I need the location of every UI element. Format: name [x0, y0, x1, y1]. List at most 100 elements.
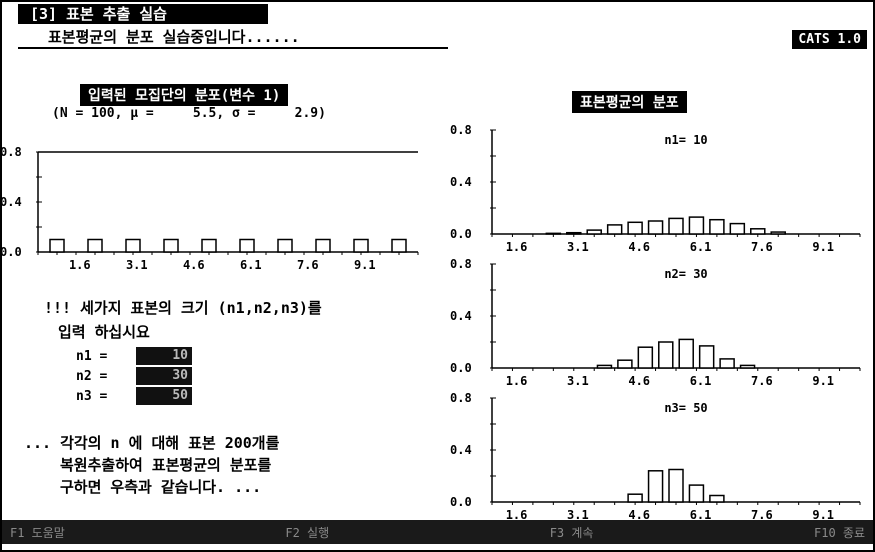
n2-input[interactable]: 30 [136, 367, 192, 385]
x-tick-label: 1.6 [506, 508, 528, 522]
bar [688, 484, 705, 503]
bar [688, 216, 705, 235]
x-tick-label: 3.1 [567, 374, 589, 388]
bar [627, 221, 643, 235]
x-tick-label: 9.1 [812, 374, 834, 388]
y-tick-label: 0.0 [450, 495, 472, 509]
bar [750, 228, 766, 235]
fkey-run[interactable]: F2 실행 [285, 525, 330, 540]
x-tick-label: 6.1 [240, 258, 262, 272]
sample-size-prompt: !!! 세가지 표본의 크기 (n1,n2,n3)를 입력 하십시요 [44, 296, 322, 344]
y-tick-label: 0.4 [450, 309, 472, 323]
x-tick-label: 4.6 [183, 258, 205, 272]
n1-row: n1 = 10 [76, 346, 192, 366]
x-tick-label: 6.1 [690, 508, 712, 522]
chart-title: n1= 10 [664, 133, 707, 147]
bar [719, 358, 735, 369]
n3-label: n3 = [76, 388, 108, 404]
x-tick-label: 7.6 [751, 508, 773, 522]
bar [566, 231, 582, 235]
result-note: ... 각각의 n 에 대해 표본 200개를 복원추출하여 표본평균의 분포를… [24, 432, 279, 498]
bar [391, 238, 407, 253]
chart-title: n3= 50 [664, 401, 707, 415]
x-tick-label: 3.1 [126, 258, 148, 272]
fkey-quit[interactable]: F10 종료 [814, 525, 865, 540]
fkey-help[interactable]: F1 도움말 [10, 525, 65, 540]
sample-mean-chart-n2: 0.8 0.4 0.0 1.6 3.1 4.6 6.1 7.6 9.1 n2= 30 [450, 257, 861, 388]
x-tick-label: 3.1 [567, 508, 589, 522]
sample-mean-heading: 표본평균의 분포 [572, 91, 687, 113]
bar [239, 238, 255, 253]
bar [125, 238, 141, 253]
bar [668, 217, 684, 235]
y-tick-label: 0.4 [0, 195, 22, 209]
x-tick-label: 7.6 [297, 258, 319, 272]
x-tick-label: 9.1 [354, 258, 376, 272]
x-tick-label: 9.1 [812, 240, 834, 254]
x-tick-label: 7.6 [751, 240, 773, 254]
n1-input[interactable]: 10 [136, 347, 192, 365]
y-tick-label: 0.8 [0, 145, 22, 159]
bar [586, 229, 602, 235]
version-badge: CATS 1.0 [792, 30, 867, 49]
population-stats: (N = 100, μ = 5.5, σ = 2.9) [52, 106, 326, 121]
bar [353, 238, 369, 253]
bar [729, 222, 746, 235]
bar [201, 238, 217, 253]
bar [637, 346, 654, 369]
x-tick-label: 3.1 [567, 240, 589, 254]
bar [709, 218, 725, 235]
y-tick-label: 0.8 [450, 123, 472, 137]
n1-label: n1 = [76, 348, 108, 364]
bar [617, 359, 633, 369]
n2-label: n2 = [76, 368, 108, 384]
sample-mean-chart-n3: 0.8 0.4 0.0 1.6 3.1 4.6 6.1 7.6 9.1 n3= 50 [450, 391, 861, 522]
chart-title: n2= 30 [664, 267, 707, 281]
bar [606, 224, 623, 235]
x-tick-label: 7.6 [751, 374, 773, 388]
y-tick-label: 0.8 [450, 391, 472, 405]
bar [698, 345, 715, 369]
bar [545, 232, 562, 235]
function-key-bar: F1 도움말 F2 실행 F3 계속 F10 종료 [2, 520, 873, 544]
x-tick-label: 4.6 [628, 508, 650, 522]
x-tick-label: 4.6 [628, 374, 650, 388]
y-tick-label: 0.0 [450, 227, 472, 241]
bar [678, 338, 694, 369]
bar [658, 341, 674, 369]
population-chart: 0.8 0.4 0.0 1.6 3.1 4.6 6.1 7.6 9.1 [0, 145, 419, 272]
x-tick-label: 1.6 [506, 374, 528, 388]
window-title: [3] 표본 추출 실습 [18, 4, 268, 24]
n3-input[interactable]: 50 [136, 387, 192, 405]
bar [647, 470, 664, 503]
bar [315, 238, 331, 253]
bar [596, 364, 613, 369]
status-message: 표본평균의 분포 실습중입니다...... [48, 28, 300, 46]
y-tick-label: 0.0 [450, 361, 472, 375]
sample-size-inputs: n1 = 10 n2 = 30 n3 = 50 [76, 346, 192, 406]
bar [647, 220, 664, 235]
n2-row: n2 = 30 [76, 366, 192, 386]
bar [163, 238, 179, 253]
prompt-line-1: !!! 세가지 표본의 크기 (n1,n2,n3)를 [44, 299, 322, 317]
bar [739, 364, 756, 369]
note-line-2: 복원추출하여 표본평균의 분포를 [60, 456, 272, 474]
fkey-continue[interactable]: F3 계속 [549, 525, 594, 540]
y-tick-label: 0.4 [450, 443, 472, 457]
x-tick-label: 9.1 [812, 508, 834, 522]
bar [49, 238, 65, 253]
bar [668, 468, 684, 503]
y-tick-label: 0.4 [450, 175, 472, 189]
y-tick-label: 0.0 [0, 245, 22, 259]
bar [277, 238, 293, 253]
n3-row: n3 = 50 [76, 386, 192, 406]
note-line-3: 구하면 우측과 같습니다. ... [60, 478, 262, 496]
bar [87, 238, 103, 253]
status-divider [18, 47, 448, 49]
sample-mean-chart-n1: 0.8 0.4 0.0 1.6 3.1 4.6 6.1 7.6 9.1 n1= 10 [450, 123, 861, 254]
bar [709, 494, 725, 503]
prompt-line-2: 입력 하십시요 [58, 323, 150, 341]
x-tick-label: 4.6 [628, 240, 650, 254]
y-tick-label: 0.8 [450, 257, 472, 271]
